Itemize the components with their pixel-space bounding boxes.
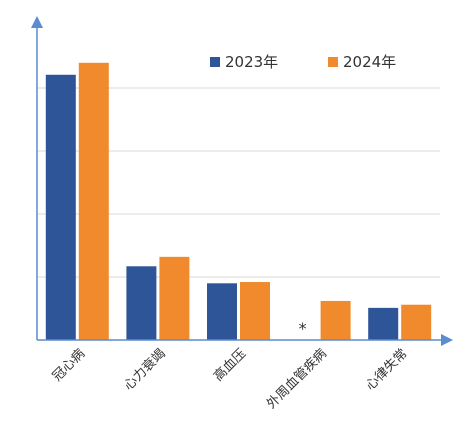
x-tick-label: 心律失常 (363, 346, 410, 393)
bar (45, 74, 76, 341)
legend-swatch (328, 57, 338, 67)
x-tick-label: 外周血管疾病 (264, 346, 330, 412)
legend-label: 2024年 (343, 53, 396, 71)
bar (159, 256, 190, 340)
x-tick-label: 高血压 (210, 346, 249, 385)
bar (126, 266, 157, 340)
legend-label: 2023年 (225, 53, 278, 71)
legend-swatch (210, 57, 220, 67)
bar (320, 300, 351, 340)
bar (78, 62, 109, 341)
x-tick-label: 冠心病 (50, 346, 88, 384)
bar (207, 283, 237, 340)
bars (45, 62, 432, 341)
bar (368, 307, 399, 340)
bar (401, 304, 432, 340)
annotation: * (299, 319, 307, 338)
x-tick-label: 心力衰竭 (121, 346, 169, 394)
bar (240, 282, 270, 340)
